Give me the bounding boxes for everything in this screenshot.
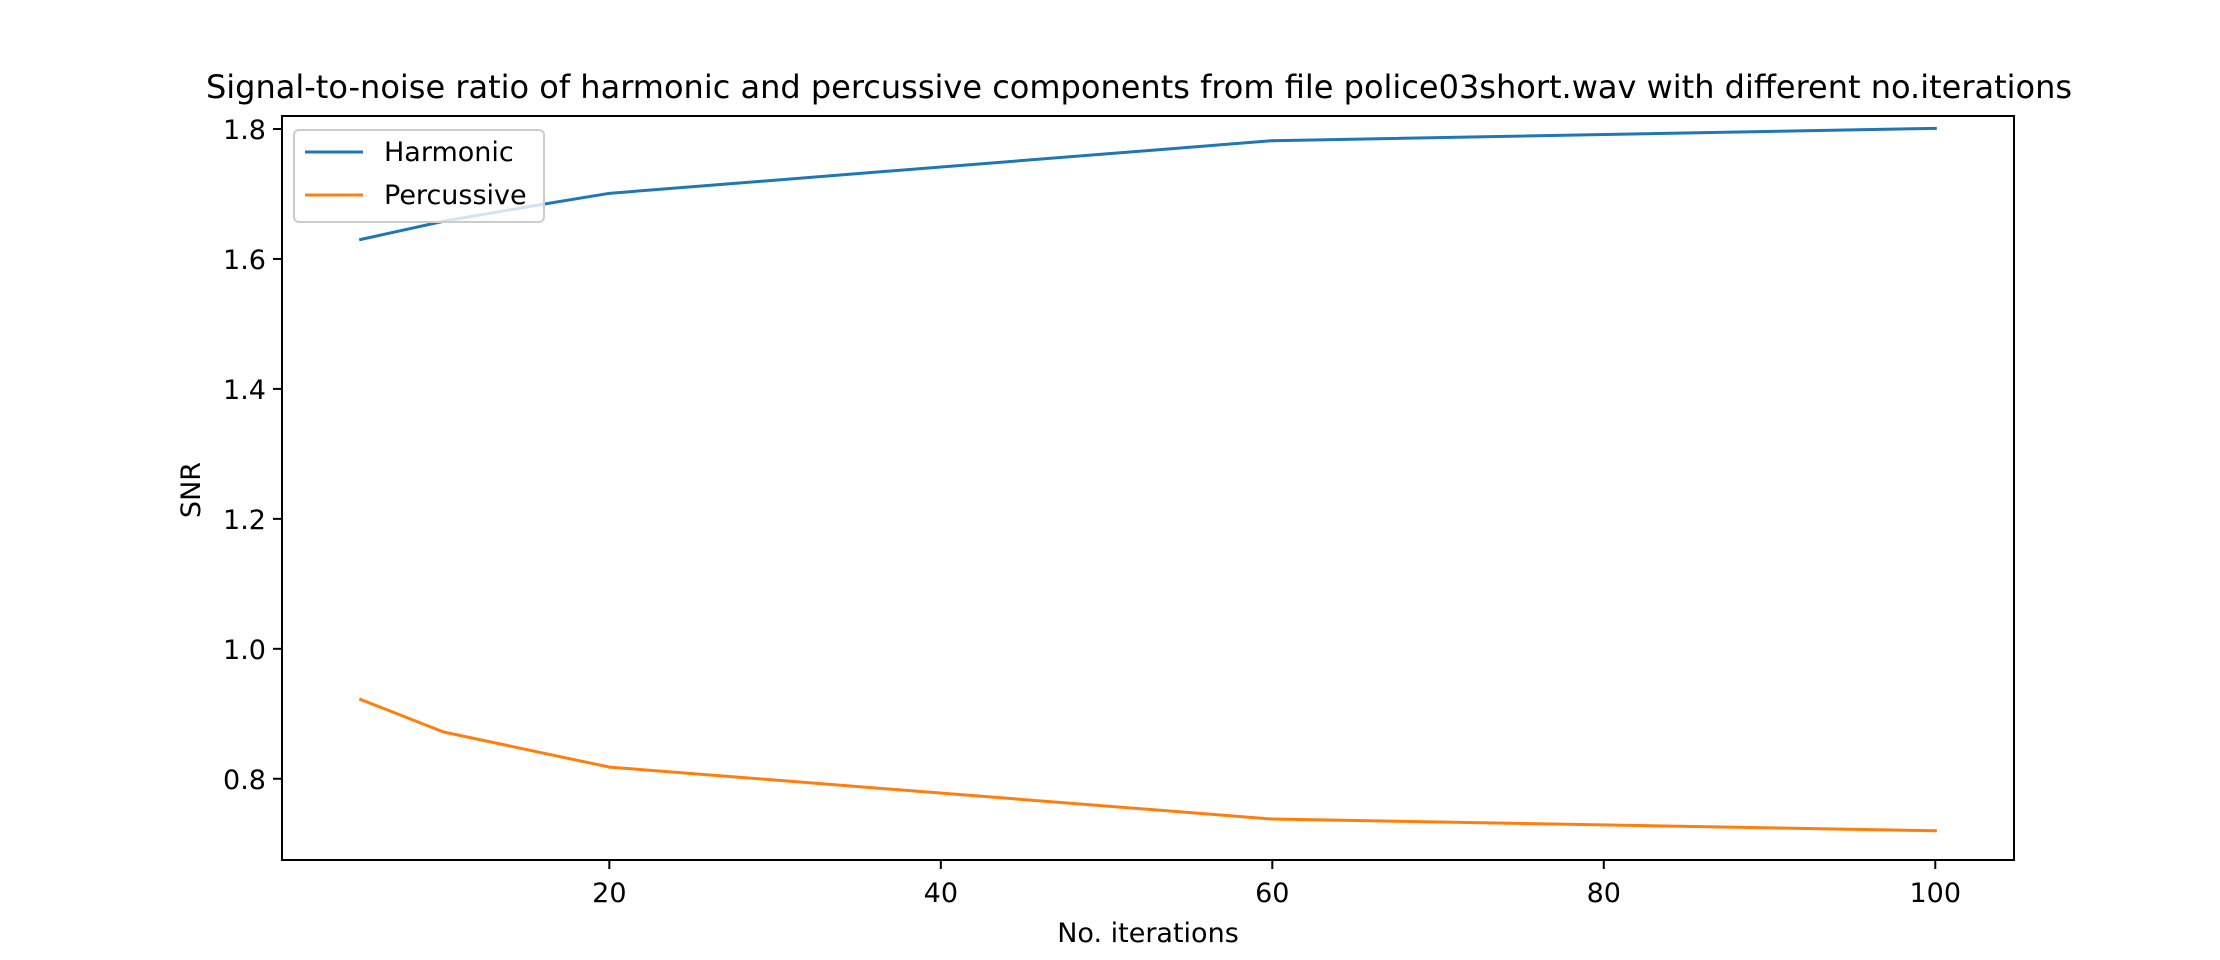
y-tick-label: 1.6 [223,245,266,276]
data-point-percussive-1 [442,730,446,734]
x-tick-label: 40 [924,878,958,909]
plot-frame [281,115,2015,861]
data-point-percussive-2 [524,748,528,752]
x-tick-label: 100 [1909,878,1961,909]
x-tick-label: 80 [1587,878,1621,909]
data-point-percussive-4 [1270,817,1274,821]
data-point-harmonic-4 [1270,139,1274,143]
y-tick-label: 1.2 [223,505,266,536]
y-tick-label: 1.0 [223,635,266,666]
chart-title: Signal-to-noise ratio of harmonic and pe… [206,68,2072,106]
y-tick-label: 1.8 [223,115,266,146]
y-axis-label: SNR [176,462,207,518]
x-axis: 20 40 60 80 100 [592,860,1961,909]
x-tick-label: 60 [1255,878,1289,909]
data-point-percussive-3 [607,765,611,769]
plot-area [358,126,1937,833]
data-point-harmonic-3 [607,191,611,195]
legend-label-percussive: Percussive [384,180,527,211]
data-point-percussive-5 [1933,829,1937,833]
y-tick-label: 1.4 [223,375,266,406]
data-point-harmonic-5 [1933,126,1937,130]
y-tick-label: 0.8 [223,765,266,796]
series-line-harmonic [358,126,1937,242]
x-tick-label: 20 [592,878,626,909]
series-line-percussive [358,697,1937,833]
y-axis: 0.8 1.0 1.2 1.4 1.6 1.8 [223,115,282,796]
data-point-harmonic-0 [359,237,363,241]
x-axis-label: No. iterations [1057,918,1239,949]
legend-label-harmonic: Harmonic [384,137,514,168]
data-point-percussive-0 [359,698,363,701]
legend: Harmonic Percussive [293,129,545,223]
